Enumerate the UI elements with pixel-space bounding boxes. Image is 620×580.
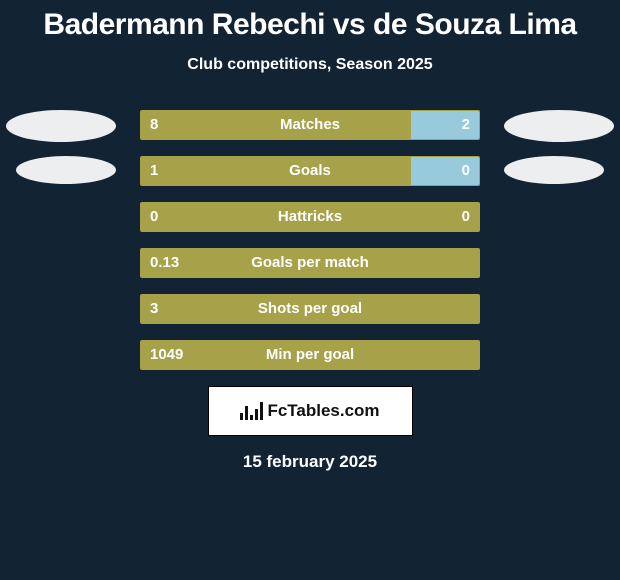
bar-chart-icon xyxy=(240,402,263,420)
stat-row: 3 Shots per goal xyxy=(0,294,620,324)
stat-row: 8 Matches 2 xyxy=(0,110,620,140)
bar-left xyxy=(141,203,479,231)
brand-badge[interactable]: FcTables.com xyxy=(208,386,413,436)
bar-left xyxy=(141,249,479,277)
stat-left-value: 1 xyxy=(150,156,158,186)
stat-row: 1 Goals 0 xyxy=(0,156,620,186)
generation-date: 15 february 2025 xyxy=(0,452,620,472)
bar-track xyxy=(140,340,480,370)
bar-track xyxy=(140,202,480,232)
bar-left xyxy=(141,157,411,185)
bar-track xyxy=(140,156,480,186)
comparison-title: Badermann Rebechi vs de Souza Lima xyxy=(0,0,620,42)
bar-left xyxy=(141,111,411,139)
bar-track xyxy=(140,294,480,324)
brand-inner: FcTables.com xyxy=(240,401,379,421)
stat-left-value: 3 xyxy=(150,294,158,324)
stat-right-value: 2 xyxy=(462,110,470,140)
stat-left-value: 8 xyxy=(150,110,158,140)
stat-row: 0 Hattricks 0 xyxy=(0,202,620,232)
stat-left-value: 1049 xyxy=(150,340,183,370)
bar-left xyxy=(141,341,479,369)
stat-right-value: 0 xyxy=(462,202,470,232)
stats-chart: 8 Matches 2 1 Goals 0 0 Hattricks 0 0.13… xyxy=(0,110,620,370)
stat-left-value: 0 xyxy=(150,202,158,232)
bar-track xyxy=(140,110,480,140)
stat-left-value: 0.13 xyxy=(150,248,179,278)
brand-text: FcTables.com xyxy=(267,401,379,421)
comparison-subtitle: Club competitions, Season 2025 xyxy=(0,56,620,74)
bar-track xyxy=(140,248,480,278)
stat-row: 0.13 Goals per match xyxy=(0,248,620,278)
stat-row: 1049 Min per goal xyxy=(0,340,620,370)
stat-right-value: 0 xyxy=(462,156,470,186)
bar-left xyxy=(141,295,479,323)
